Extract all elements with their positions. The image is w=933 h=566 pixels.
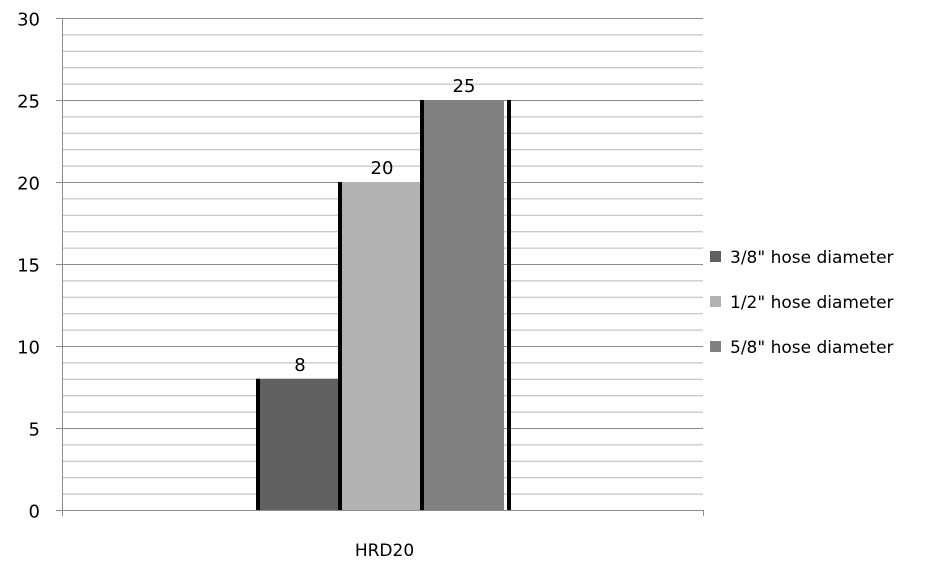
data-label: 8 [294,355,305,376]
legend-label: 1/2" hose diameter [730,293,894,313]
y-tick-label: 5 [29,420,40,441]
legend-swatch [710,341,721,352]
legend: 3/8" hose diameter 1/2" hose diameter 5/8"… [710,248,894,358]
legend-swatch [710,296,721,307]
legend-swatch [710,251,721,262]
axes: 0 5 10 15 20 25 30 HRD20 [17,10,704,561]
legend-label: 5/8" hose diameter [730,338,894,358]
bar [342,182,422,510]
y-tick-label: 15 [17,256,40,277]
bar [260,378,340,510]
legend-label: 3/8" hose diameter [730,248,894,268]
data-label: 25 [453,76,476,97]
y-tick-label: 20 [17,174,40,195]
y-tick-label: 10 [17,338,40,359]
bar [424,100,504,510]
y-tick-label: 30 [17,10,40,31]
y-tick-label: 0 [29,502,40,523]
y-tick-label: 25 [17,92,40,113]
x-tick-label: HRD20 [355,541,414,561]
data-label: 20 [371,158,394,179]
data-labels: 8 20 25 [294,76,475,376]
bars [256,100,511,510]
